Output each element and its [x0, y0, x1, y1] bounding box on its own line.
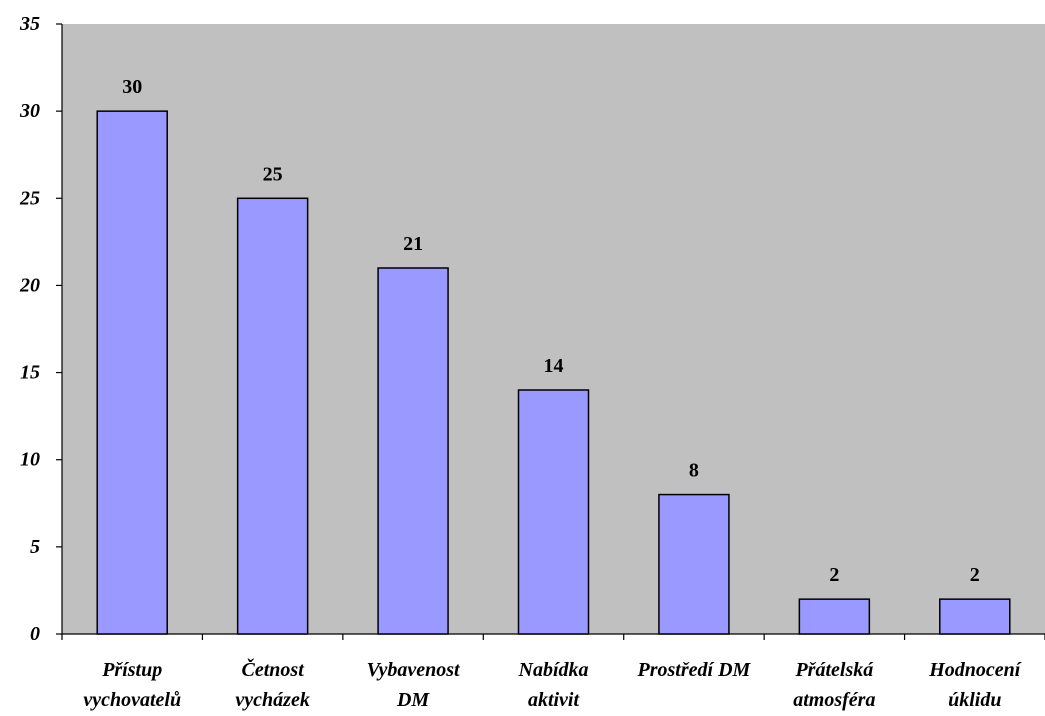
x-category-label: Nabídka: [518, 659, 589, 681]
x-category-label: Přátelská: [794, 659, 874, 681]
data-label: 25: [263, 163, 283, 185]
bar: [377, 267, 449, 635]
x-category-label: aktivit: [528, 689, 581, 711]
x-category-label: Přístup: [101, 659, 162, 681]
data-label: 2: [829, 564, 839, 586]
x-category-label: atmosféra: [793, 689, 875, 711]
x-category-label: Hodnocení: [928, 659, 1022, 681]
data-label: 8: [689, 460, 699, 482]
data-label: 14: [544, 355, 564, 377]
y-tick-label: 25: [19, 187, 40, 209]
bar: [798, 598, 871, 635]
y-tick-label: 0: [30, 623, 40, 645]
bars: 30 25 21 14 8 2 2: [96, 76, 1011, 635]
x-category-label: úklidu: [948, 689, 1001, 711]
y-tick-label: 35: [19, 13, 40, 35]
data-label: 2: [970, 564, 980, 586]
x-category-label: vycházek: [235, 689, 309, 711]
y-axis: 0 5 10 15 20 25 30 35: [19, 13, 63, 645]
y-tick-label: 10: [20, 449, 40, 471]
bar: [517, 389, 590, 635]
x-category-label: Vybavenost: [367, 659, 461, 681]
x-category-label: Četnost: [242, 657, 306, 681]
y-tick-label: 20: [19, 274, 40, 296]
bar: [236, 197, 309, 635]
x-axis: Přístup vychovatelů Četnost vycházek Vybaven…: [61, 633, 1045, 711]
bar: [939, 598, 1011, 635]
data-label: 30: [122, 76, 142, 98]
y-tick-label: 15: [20, 362, 40, 384]
data-label: 21: [403, 233, 423, 255]
y-tick-label: 30: [19, 100, 40, 122]
bar: [96, 110, 168, 635]
y-tick-label: 5: [30, 536, 40, 558]
x-category-label: vychovatelů: [83, 689, 181, 711]
x-category-label: DM: [396, 689, 430, 711]
x-category-label: Prostředí DM: [637, 659, 752, 681]
bar: [658, 493, 730, 635]
